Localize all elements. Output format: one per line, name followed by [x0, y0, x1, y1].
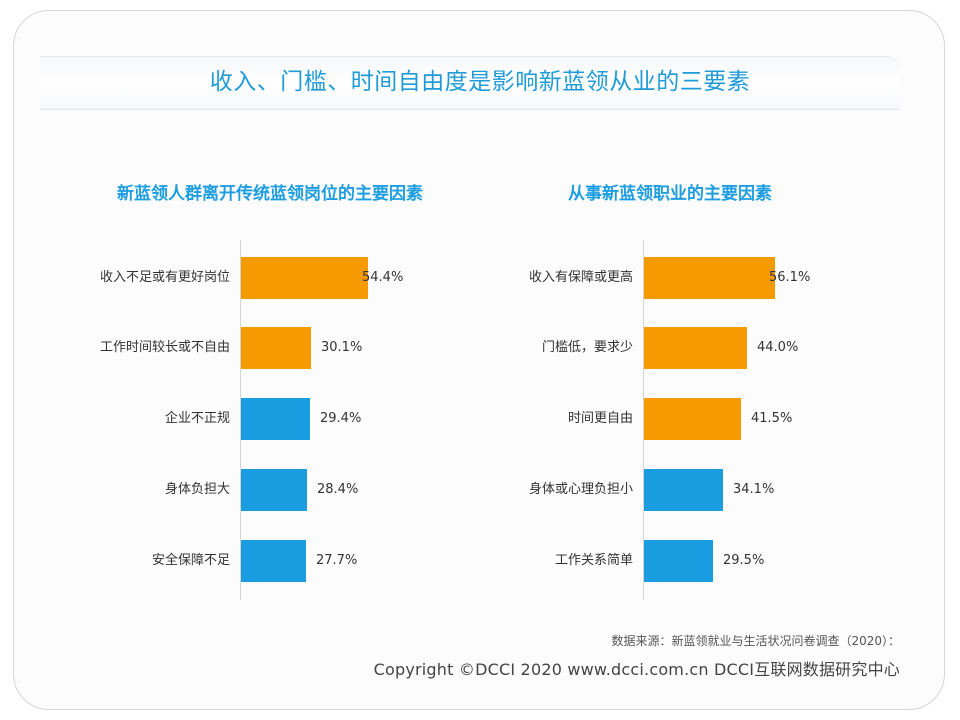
bar-row: 企业不正规 29.4%: [60, 398, 480, 440]
left-bar-chart: 收入不足或有更好岗位 54.4% 工作时间较长或不自由 30.1% 企业不正规 29.4%…: [60, 240, 480, 600]
bar: [241, 257, 368, 299]
bar-category-label: 门槛低，要求少: [541, 340, 633, 355]
bar-value-label: 54.4%: [362, 270, 404, 285]
copyright-footer: Copyright ©DCCI 2020 www.dcci.com.cn DCC…: [373, 660, 900, 679]
bar-category-label: 工作时间较长或不自由: [99, 340, 230, 355]
bar-value-label: 30.1%: [321, 340, 363, 355]
bar-value-label: 56.1%: [769, 270, 811, 285]
bar: [644, 469, 723, 511]
bar-value-label: 29.4%: [320, 411, 362, 426]
bar-value-label: 41.5%: [751, 411, 793, 426]
bar: [241, 540, 306, 582]
bar: [241, 398, 310, 440]
page-title: 收入、门槛、时间自由度是影响新蓝领从业的三要素: [209, 69, 751, 95]
category-axis: [643, 240, 644, 600]
bar-value-label: 28.4%: [317, 482, 359, 497]
bar-value-label: 44.0%: [757, 340, 799, 355]
bar-value-label: 34.1%: [733, 482, 775, 497]
bar-category-label: 时间更自由: [567, 411, 633, 426]
bar-row: 时间更自由 41.5%: [470, 398, 870, 440]
bar-category-label: 收入不足或有更好岗位: [99, 270, 230, 285]
bar-category-label: 安全保障不足: [151, 553, 230, 568]
bar-row: 工作关系简单 29.5%: [470, 540, 870, 582]
bar-row: 门槛低，要求少 44.0%: [470, 327, 870, 369]
bar: [644, 398, 741, 440]
bar-row: 身体负担大 28.4%: [60, 469, 480, 511]
category-axis: [240, 240, 241, 600]
bar-value-label: 29.5%: [723, 553, 765, 568]
right-bar-chart: 收入有保障或更高 56.1% 门槛低，要求少 44.0% 时间更自由 41.5% 身体或心理…: [470, 240, 870, 600]
bar-row: 身体或心理负担小 34.1%: [470, 469, 870, 511]
bar-row: 工作时间较长或不自由 30.1%: [60, 327, 480, 369]
bar-category-label: 收入有保障或更高: [528, 270, 633, 285]
bar: [644, 540, 713, 582]
bar-category-label: 企业不正规: [164, 411, 230, 426]
bar: [644, 327, 747, 369]
bar-row: 收入不足或有更好岗位 54.4%: [60, 257, 480, 299]
bar-category-label: 身体负担大: [164, 482, 230, 497]
data-source-note: 数据来源：新蓝领就业与生活状况问卷调查（2020）：: [611, 634, 900, 648]
bar-category-label: 身体或心理负担小: [528, 482, 633, 497]
slide-card: [13, 10, 945, 710]
title-band: [40, 56, 900, 110]
left-chart-title: 新蓝领人群离开传统蓝领岗位的主要因素: [117, 184, 423, 204]
bar-category-label: 工作关系简单: [554, 553, 633, 568]
bar-value-label: 27.7%: [316, 553, 358, 568]
bar-row: 安全保障不足 27.7%: [60, 540, 480, 582]
right-chart-title: 从事新蓝领职业的主要因素: [568, 184, 772, 204]
bar-row: 收入有保障或更高 56.1%: [470, 257, 870, 299]
bar: [241, 327, 311, 369]
bar: [241, 469, 307, 511]
bar: [644, 257, 775, 299]
